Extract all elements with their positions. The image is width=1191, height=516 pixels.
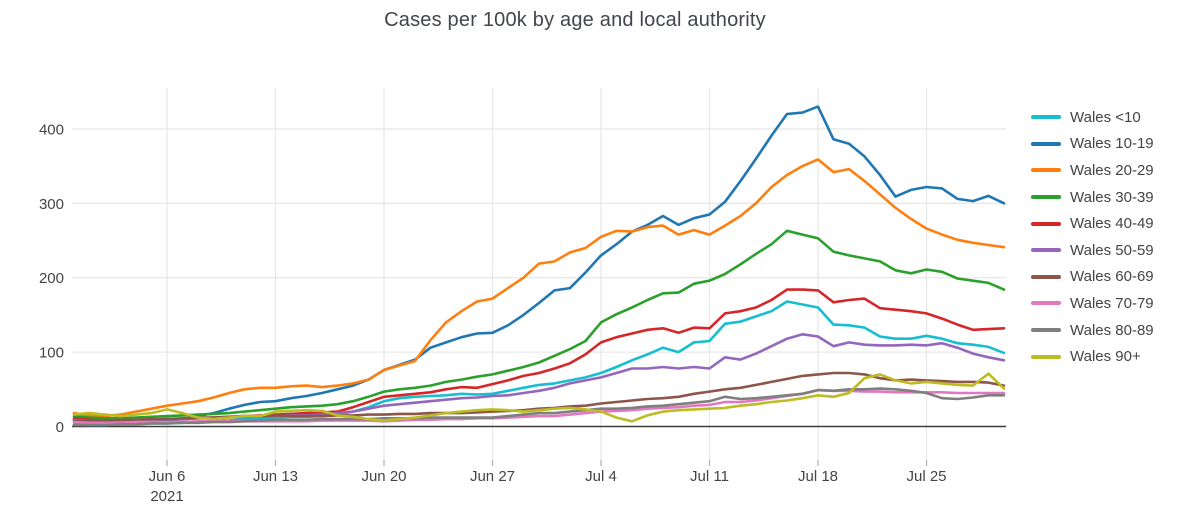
legend-swatch-icon bbox=[1031, 248, 1061, 253]
chart-legend: Wales <10 Wales 10-19 Wales 20-29 Wales 30-… bbox=[1031, 104, 1154, 370]
series-line-wales-80-89 bbox=[72, 387, 1006, 427]
legend-swatch-icon bbox=[1031, 274, 1061, 279]
legend-item-wales-80-89[interactable]: Wales 80-89 bbox=[1031, 317, 1154, 344]
legend-swatch-icon bbox=[1031, 354, 1061, 359]
legend-item-wales-20-29[interactable]: Wales 20-29 bbox=[1031, 157, 1154, 184]
legend-item-wales-70-79[interactable]: Wales 70-79 bbox=[1031, 290, 1154, 317]
x-tick-label: Jul 4 bbox=[585, 468, 617, 485]
y-tick-label: 0 bbox=[56, 419, 64, 436]
legend-swatch-icon bbox=[1031, 328, 1061, 333]
x-tick-label: Jul 11 bbox=[690, 468, 729, 485]
x-tick-label: Jun 6 bbox=[149, 468, 186, 485]
legend-swatch-icon bbox=[1031, 168, 1061, 173]
legend-label: Wales 40-49 bbox=[1070, 215, 1154, 233]
legend-item-wales-50-59[interactable]: Wales 50-59 bbox=[1031, 237, 1154, 264]
legend-item-wales-90[interactable]: Wales 90+ bbox=[1031, 343, 1154, 370]
y-tick-label: 100 bbox=[39, 345, 64, 362]
series-line-wales-90 bbox=[72, 372, 1006, 423]
legend-item-wales-60-69[interactable]: Wales 60-69 bbox=[1031, 264, 1154, 291]
series-line-wales-40-49 bbox=[72, 288, 1006, 422]
legend-item-wales-40-49[interactable]: Wales 40-49 bbox=[1031, 210, 1154, 237]
legend-swatch-icon bbox=[1031, 115, 1061, 120]
legend-label: Wales 60-69 bbox=[1070, 268, 1154, 286]
legend-swatch-icon bbox=[1031, 301, 1061, 306]
series-line-wales-30-39 bbox=[72, 229, 1006, 420]
chart-title: Cases per 100k by age and local authorit… bbox=[384, 9, 766, 31]
legend-item-wales-10[interactable]: Wales <10 bbox=[1031, 104, 1154, 131]
legend-label: Wales 80-89 bbox=[1070, 321, 1154, 339]
legend-label: Wales 70-79 bbox=[1070, 294, 1154, 312]
legend-label: Wales 20-29 bbox=[1070, 161, 1154, 179]
y-tick-label: 400 bbox=[39, 121, 64, 138]
y-tick-label: 300 bbox=[39, 196, 64, 213]
x-tick-label: Jun 27 bbox=[470, 468, 515, 485]
x-tick-label: Jun 13 bbox=[253, 468, 298, 485]
legend-item-wales-10-19[interactable]: Wales 10-19 bbox=[1031, 131, 1154, 158]
legend-label: Wales 90+ bbox=[1070, 348, 1141, 366]
x-tick-label: Jul 18 bbox=[798, 468, 838, 485]
legend-label: Wales 30-39 bbox=[1070, 188, 1154, 206]
legend-label: Wales 10-19 bbox=[1070, 135, 1154, 153]
series-line-wales-20-29 bbox=[72, 158, 1006, 418]
x-tick-label: Jul 25 bbox=[906, 468, 946, 485]
legend-label: Wales 50-59 bbox=[1070, 241, 1154, 259]
legend-swatch-icon bbox=[1031, 195, 1061, 200]
x-year-label: 2021 bbox=[150, 488, 183, 505]
legend-swatch-icon bbox=[1031, 221, 1061, 226]
legend-item-wales-30-39[interactable]: Wales 30-39 bbox=[1031, 184, 1154, 211]
series-line-wales-10-19 bbox=[72, 105, 1006, 425]
y-tick-label: 200 bbox=[39, 270, 64, 287]
legend-swatch-icon bbox=[1031, 141, 1061, 146]
legend-label: Wales <10 bbox=[1070, 108, 1141, 126]
x-tick-label: Jun 20 bbox=[361, 468, 406, 485]
